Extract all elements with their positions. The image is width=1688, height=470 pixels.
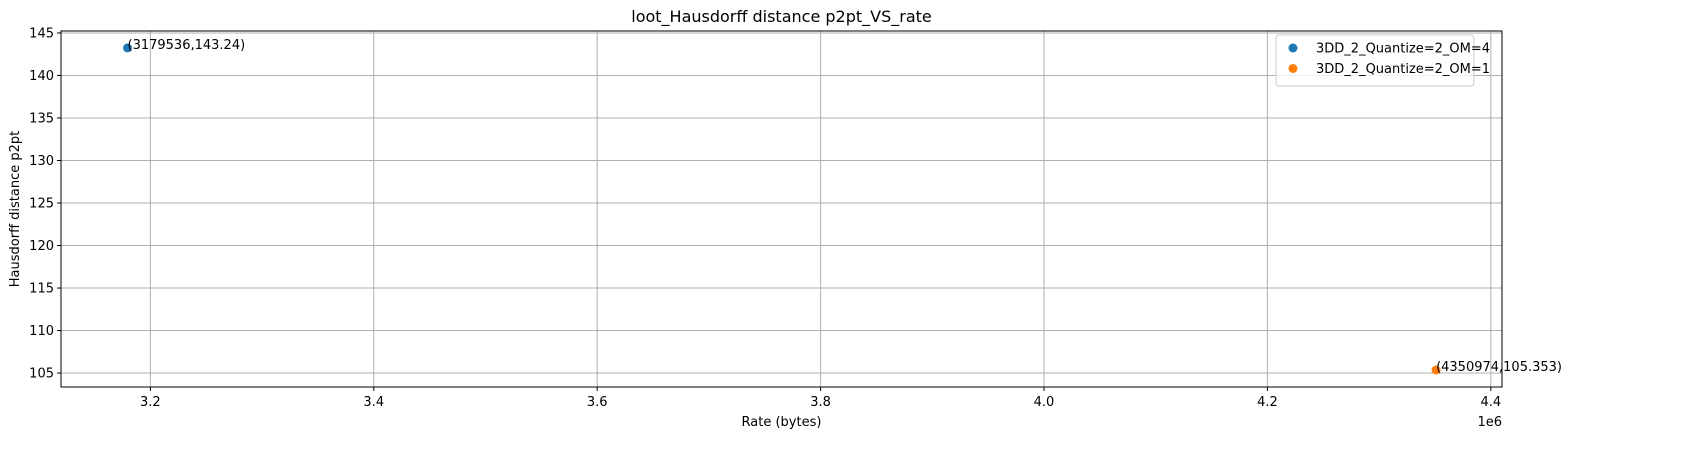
x-tick-label: 3.6: [587, 395, 608, 410]
point-annotations: (3179536,143.24) (4350974,105.353): [128, 38, 1562, 375]
y-tick-label: 125: [29, 197, 54, 212]
data-points: [123, 43, 1441, 375]
x-tick-label: 4.0: [1034, 395, 1055, 410]
x-tick-label: 3.8: [810, 395, 831, 410]
series-2-point: [1431, 365, 1441, 375]
series-1-point: [123, 43, 133, 53]
plot-frame: [60, 30, 1503, 388]
y-axis-label: Hausdorff distance p2pt: [8, 131, 23, 287]
y-tick-label: 140: [29, 69, 54, 84]
legend-marker: [1288, 64, 1298, 73]
point-label: (3179536,143.24): [128, 38, 246, 53]
x-tick-label: 3.4: [363, 395, 384, 410]
point-label: (4350974,105.353): [1436, 360, 1562, 375]
y-tick-label: 145: [29, 26, 54, 41]
y-tick-label: 135: [29, 111, 54, 126]
x-tick-label: 4.2: [1257, 395, 1278, 410]
y-tick-label: 110: [29, 324, 54, 339]
legend-label: 3DD_2_Quantize=2_OM=1: [1316, 62, 1490, 77]
x-axis-offset-label: 1e6: [1477, 415, 1502, 430]
axis-ticks: 3.2 3.4 3.6 3.8 4.0 4.2 4.4 105 110 115 120 125 130 1…: [29, 26, 1501, 410]
y-tick-label: 105: [29, 367, 54, 382]
x-axis-label: Rate (bytes): [742, 415, 822, 430]
x-tick-label: 4.4: [1480, 395, 1501, 410]
y-tick-label: 115: [29, 282, 54, 297]
legend-label: 3DD_2_Quantize=2_OM=4: [1316, 42, 1490, 57]
legend: 3DD_2_Quantize=2_OM=4 3DD_2_Quantize=2_OM…: [1275, 34, 1490, 87]
legend-box: [1275, 34, 1475, 87]
x-tick-label: 3.2: [140, 395, 161, 410]
grid-lines: [61, 31, 1502, 387]
y-tick-label: 120: [29, 239, 54, 254]
legend-marker: [1288, 43, 1298, 53]
chart-title: loot_Hausdorff distance p2pt_VS_rate: [631, 7, 932, 27]
y-tick-label: 130: [29, 154, 54, 169]
